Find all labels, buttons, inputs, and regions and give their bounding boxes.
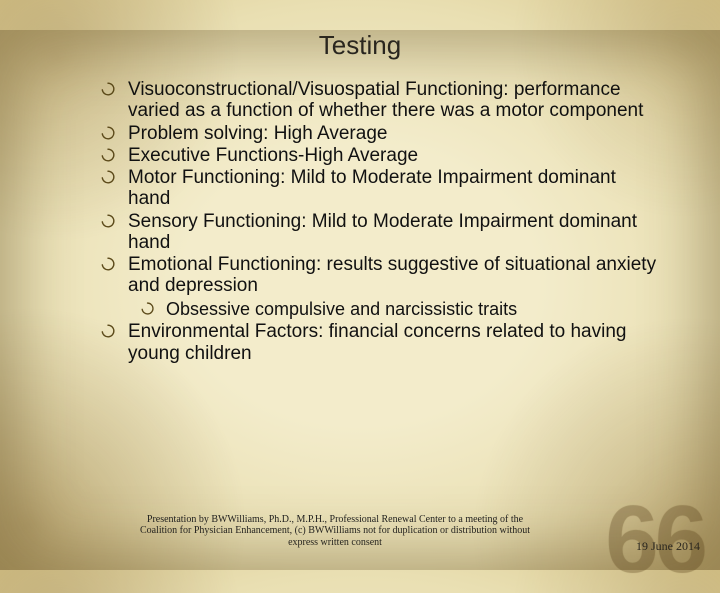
list-item: Problem solving: High Average <box>100 123 660 144</box>
bullet-icon <box>100 213 116 229</box>
list-item-text: Motor Functioning: Mild to Moderate Impa… <box>128 167 616 209</box>
list-item: Visuoconstructional/Visuospatial Functio… <box>100 79 660 122</box>
bullet-icon <box>100 147 116 163</box>
list-item-text: Environmental Factors: financial concern… <box>128 321 626 363</box>
bullet-icon <box>100 125 116 141</box>
footer-credit: Presentation by BWWilliams, Ph.D., M.P.H… <box>0 514 720 549</box>
sub-list-item-text: Obsessive compulsive and narcissistic tr… <box>166 299 517 319</box>
list-item: Executive Functions-High Average <box>100 145 660 166</box>
list-item-text: Sensory Functioning: Mild to Moderate Im… <box>128 211 637 253</box>
list-item-text: Visuoconstructional/Visuospatial Functio… <box>128 79 643 121</box>
list-item: Environmental Factors: financial concern… <box>100 321 660 364</box>
bullet-list: Visuoconstructional/Visuospatial Functio… <box>100 79 660 364</box>
bullet-icon <box>100 323 116 339</box>
sub-list-item: Obsessive compulsive and narcissistic tr… <box>140 299 660 320</box>
bullet-icon <box>100 81 116 97</box>
slide-title: Testing <box>0 30 720 61</box>
list-item: Emotional Functioning: results suggestiv… <box>100 254 660 297</box>
slide-date: 19 June 2014 <box>636 539 700 554</box>
bullet-icon <box>100 169 116 185</box>
sub-bullet-list: Obsessive compulsive and narcissistic tr… <box>100 299 660 320</box>
bullet-icon <box>100 256 116 272</box>
list-item: Motor Functioning: Mild to Moderate Impa… <box>100 167 660 210</box>
list-item-text: Executive Functions-High Average <box>128 145 418 166</box>
bullet-icon <box>140 301 155 316</box>
list-item-text: Problem solving: High Average <box>128 123 387 144</box>
list-item: Sensory Functioning: Mild to Moderate Im… <box>100 211 660 254</box>
list-item-text: Emotional Functioning: results suggestiv… <box>128 254 656 296</box>
